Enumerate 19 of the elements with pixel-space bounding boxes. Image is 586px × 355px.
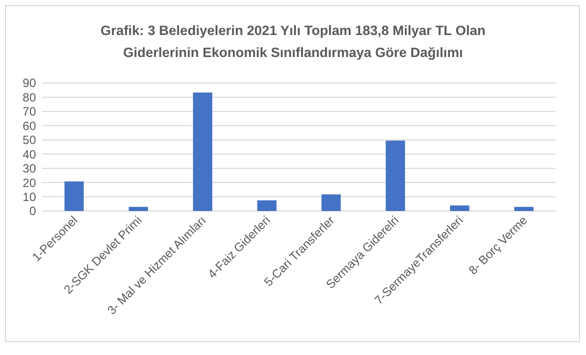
bar bbox=[514, 206, 534, 211]
y-tick-label: 50 bbox=[22, 133, 36, 148]
bar bbox=[386, 140, 406, 211]
y-tick-label: 90 bbox=[22, 76, 36, 90]
chart-title: Grafik: 3 Belediyelerin 2021 Yılı Toplam 183,8 Milyar TL Olan Giderlerinin Ekonomik Sınıflandırmaya Göre Dağılımı bbox=[100, 23, 486, 60]
y-tick-label: 10 bbox=[22, 190, 36, 204]
bar bbox=[321, 194, 341, 211]
bar bbox=[257, 200, 277, 211]
y-tick-label: 20 bbox=[22, 176, 36, 190]
y-tick-label: 0 bbox=[29, 204, 36, 218]
bar bbox=[64, 181, 84, 211]
y-tick-label: 70 bbox=[22, 104, 36, 119]
y-tick-label: 40 bbox=[22, 147, 36, 162]
y-tick-label: 60 bbox=[22, 118, 36, 133]
bar bbox=[450, 205, 470, 211]
bar bbox=[128, 206, 148, 211]
y-tick-label: 30 bbox=[22, 162, 36, 176]
y-tick-label: 80 bbox=[22, 90, 36, 104]
bar bbox=[192, 92, 212, 211]
